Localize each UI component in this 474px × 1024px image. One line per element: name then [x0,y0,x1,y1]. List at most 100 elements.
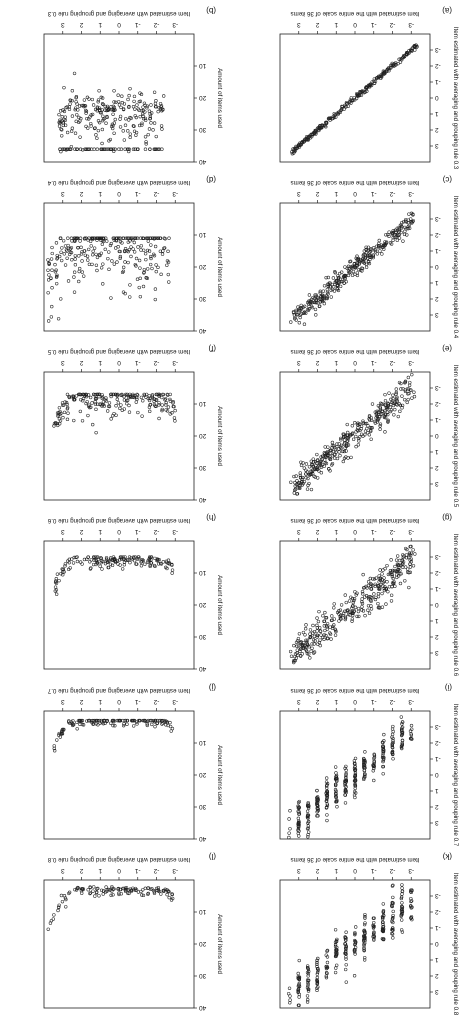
data-point [306,483,310,487]
data-point [111,558,115,562]
data-point [358,428,362,433]
y-tick-label: 2 [435,972,439,979]
data-point [409,211,414,216]
data-point [57,417,62,421]
data-point [96,100,100,104]
data-point [53,262,57,267]
data-point [153,397,157,402]
data-point [97,89,101,93]
data-point [141,893,146,898]
data-point [112,105,117,110]
data-point [63,123,68,127]
data-point [91,422,95,427]
data-point [368,257,372,262]
data-point [74,555,78,560]
data-point [403,229,407,234]
data-point [325,776,329,780]
data-point [344,449,348,453]
data-point [373,597,378,602]
data-point [300,483,305,487]
data-point [297,799,301,804]
data-point [98,564,102,568]
data-point [372,759,376,763]
data-point [381,752,385,756]
data-point [346,608,350,612]
data-point [306,982,310,986]
y-axis-label: Amount of items used [216,237,223,297]
x-tick-label: 3 [61,21,65,28]
data-point [330,287,335,292]
data-point [91,103,96,107]
data-point [170,568,175,572]
data-point [411,564,416,568]
data-point [81,399,85,403]
data-point [353,756,358,761]
data-point [315,972,320,976]
data-point [383,399,388,403]
data-point [391,926,395,930]
data-point [153,724,157,729]
data-point [141,558,145,563]
data-point [96,128,101,133]
data-point [391,235,395,240]
data-point [388,569,393,573]
data-point [371,253,376,257]
data-point [73,263,78,267]
x-tick-label: -1 [370,21,376,28]
data-point [395,399,399,403]
data-point [325,818,329,823]
y-tick-label: 1 [435,617,439,624]
data-point [325,290,330,295]
data-point [99,888,104,892]
data-point [286,991,291,996]
data-point [95,268,99,273]
data-point [330,626,335,631]
data-point [363,90,367,94]
data-point [159,272,163,277]
data-point [322,298,326,303]
x-axis-label: Item estimated with the entire scale of … [291,687,420,694]
data-point [378,407,383,412]
data-point [414,45,419,49]
data-point [314,313,318,317]
data-point [346,612,351,617]
data-point [386,572,391,577]
data-point [80,270,85,274]
data-point [112,149,116,153]
data-point [73,257,77,261]
data-point [135,236,140,240]
data-point [384,412,388,417]
data-point [383,403,387,407]
data-point [80,419,85,423]
data-point [307,135,311,139]
y-tick-label: 2 [435,295,439,302]
data-point [79,252,84,256]
data-point [408,570,412,575]
data-point [323,445,327,449]
data-point [146,892,150,896]
data-point [400,883,404,887]
data-point [330,463,334,467]
data-point [395,226,399,230]
y-tick-label: -1 [435,755,441,762]
x-tick-label: 0 [353,359,357,366]
data-point [374,248,378,252]
panel-label: (c) [442,175,452,184]
data-point [157,147,162,151]
data-point [356,258,361,262]
data-point [368,581,373,586]
data-point [344,775,348,779]
data-point [89,121,93,126]
data-point [353,778,357,782]
data-point [408,736,413,741]
data-point [353,931,357,935]
data-point [122,138,127,142]
y-tick-label: -1 [435,416,441,423]
data-point [391,724,395,729]
data-point [409,732,413,736]
data-point [80,722,85,727]
data-point [125,718,130,723]
data-point [121,129,125,133]
data-point [101,239,106,243]
y-tick-label: -1 [435,78,441,85]
